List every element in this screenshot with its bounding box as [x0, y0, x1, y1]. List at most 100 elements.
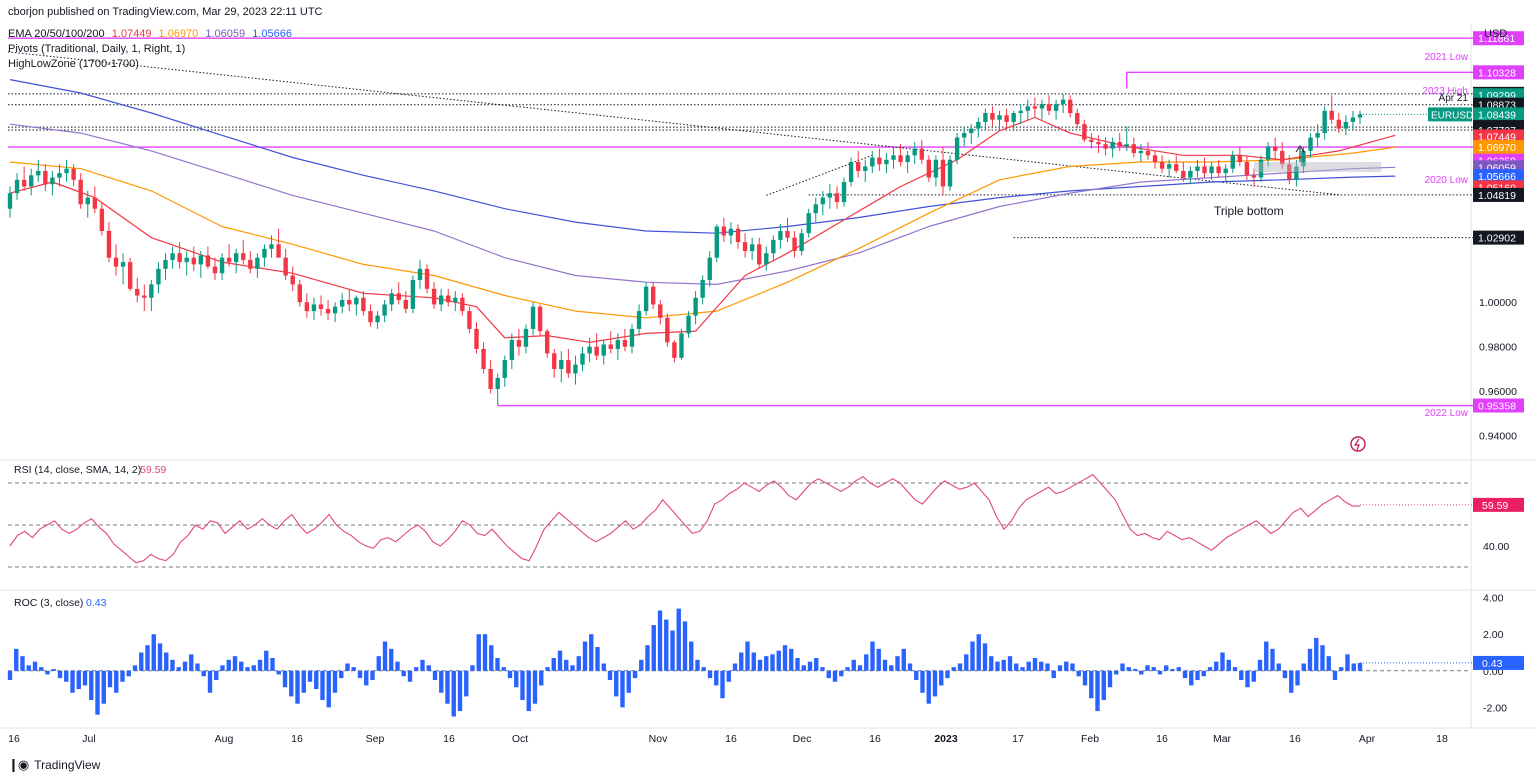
pivots-legend[interactable]: Pivots (Traditional, Daily, 1, Right, 1) — [8, 43, 186, 55]
roc-legend: ROC (3, close) — [14, 597, 83, 609]
roc-bar — [657, 610, 663, 671]
roc-bar — [1239, 670, 1244, 680]
candle-body — [368, 311, 373, 323]
candle-body — [679, 333, 684, 358]
candle-body — [544, 331, 550, 354]
roc-bar — [14, 648, 19, 671]
roc-bar — [870, 641, 875, 671]
ema20-line — [9, 116, 1396, 343]
rsi-pane: RSI (14, close, SMA, 14, 2)59.5959.5940.… — [8, 464, 1524, 568]
roc-bar — [764, 656, 769, 671]
roc-bar — [989, 656, 994, 671]
candle-body — [615, 340, 621, 349]
time-tick: 16 — [443, 733, 455, 745]
candle-body — [1265, 146, 1271, 160]
price-axis[interactable]: 1.118611.103281.093611.092991.088731.084… — [1428, 31, 1524, 443]
roc-bar — [139, 652, 144, 671]
roc-bar — [207, 670, 213, 693]
candle-body — [1018, 110, 1023, 114]
price-label-bg — [1473, 187, 1524, 202]
time-tick: Sep — [366, 733, 385, 745]
candle-body — [1209, 166, 1214, 174]
tradingview-logo[interactable]: ❙◉ TradingView — [8, 757, 100, 773]
roc-bar — [945, 670, 950, 679]
candle-body — [1152, 155, 1158, 162]
candle-body — [863, 166, 868, 171]
roc-bar — [51, 668, 56, 671]
roc-bar — [1245, 670, 1250, 688]
candle-body — [1174, 164, 1179, 171]
roc-bar — [20, 656, 25, 671]
roc-bar — [1045, 663, 1050, 671]
candle-body — [14, 179, 20, 194]
roc-bar — [1051, 670, 1056, 679]
roc-bar — [545, 667, 550, 671]
roc-bar — [1126, 667, 1131, 671]
candle-body — [113, 257, 119, 267]
candle-body — [1025, 106, 1030, 111]
roc-bar — [939, 670, 944, 686]
symbol-tag: EURUSD — [1431, 110, 1473, 121]
roc-bar — [626, 670, 631, 693]
roc-bar — [1201, 670, 1206, 677]
roc-bar — [82, 670, 88, 686]
candle-body — [757, 244, 762, 265]
candle-body — [7, 193, 13, 209]
candle-body — [1322, 110, 1327, 134]
candle-body — [686, 315, 691, 334]
roc-bar — [1207, 667, 1213, 671]
candle-body — [99, 208, 105, 231]
roc-bar — [176, 667, 181, 671]
highlow-legend[interactable]: HighLowZone (1700-1700) — [8, 58, 139, 70]
candle-body — [1216, 166, 1221, 174]
roc-bar — [426, 665, 431, 671]
roc-bar — [620, 670, 625, 708]
candle-body — [71, 168, 76, 180]
roc-bar — [301, 670, 306, 693]
ema200-line — [9, 79, 1396, 234]
roc-bar — [714, 670, 719, 686]
ema20-value: 1.07449 — [111, 28, 152, 40]
roc-bar — [420, 659, 425, 671]
candle-body — [566, 360, 571, 374]
time-axis[interactable]: 16 Jul Aug 16 Sep 16 Oct Nov 16 Dec 16 2023 17 Feb 16 M… — [8, 733, 1448, 745]
ema200-value: 1.05666 — [252, 28, 292, 40]
roc-bar — [914, 670, 919, 680]
candle-body — [64, 168, 69, 174]
candle-body — [714, 226, 719, 258]
time-tick: 17 — [1012, 733, 1024, 745]
candle-body — [1181, 170, 1186, 178]
price-label-bg — [1473, 129, 1524, 144]
roc-bar — [1226, 659, 1231, 671]
roc-pane: ROC (3, close) 0.43 4.002.000.00-2.000.43 — [7, 593, 1524, 717]
roc-bar — [1132, 668, 1138, 671]
candle-body — [389, 293, 394, 305]
candle-body — [813, 204, 818, 214]
roc-bar — [507, 670, 513, 679]
roc-bar — [789, 648, 794, 671]
candle-body — [1131, 144, 1137, 154]
candle-body — [1060, 99, 1066, 105]
candle-body — [940, 159, 946, 187]
roc-bar — [1314, 637, 1319, 671]
candle-body — [622, 340, 628, 347]
time-tick: Oct — [512, 733, 528, 745]
candle-body — [1287, 164, 1292, 180]
time-tick: Mar — [1213, 733, 1232, 745]
roc-bar — [401, 670, 406, 677]
candle-body — [255, 257, 260, 269]
ema-legend[interactable]: EMA 20/50/100/200 1.07449 1.06970 1.0605… — [8, 28, 296, 40]
label-2020-low: 2020 Low — [1425, 175, 1469, 186]
candle-body — [990, 113, 995, 120]
candle-body — [283, 257, 288, 276]
candle-body — [226, 257, 232, 263]
roc-bar — [1214, 661, 1219, 671]
time-tick: Dec — [793, 733, 812, 745]
candle-body — [325, 308, 331, 314]
roc-bar — [539, 670, 544, 686]
candle-body — [1159, 161, 1165, 169]
candle-body — [1110, 141, 1115, 149]
candle-body — [742, 242, 748, 252]
roc-bar — [307, 670, 313, 682]
